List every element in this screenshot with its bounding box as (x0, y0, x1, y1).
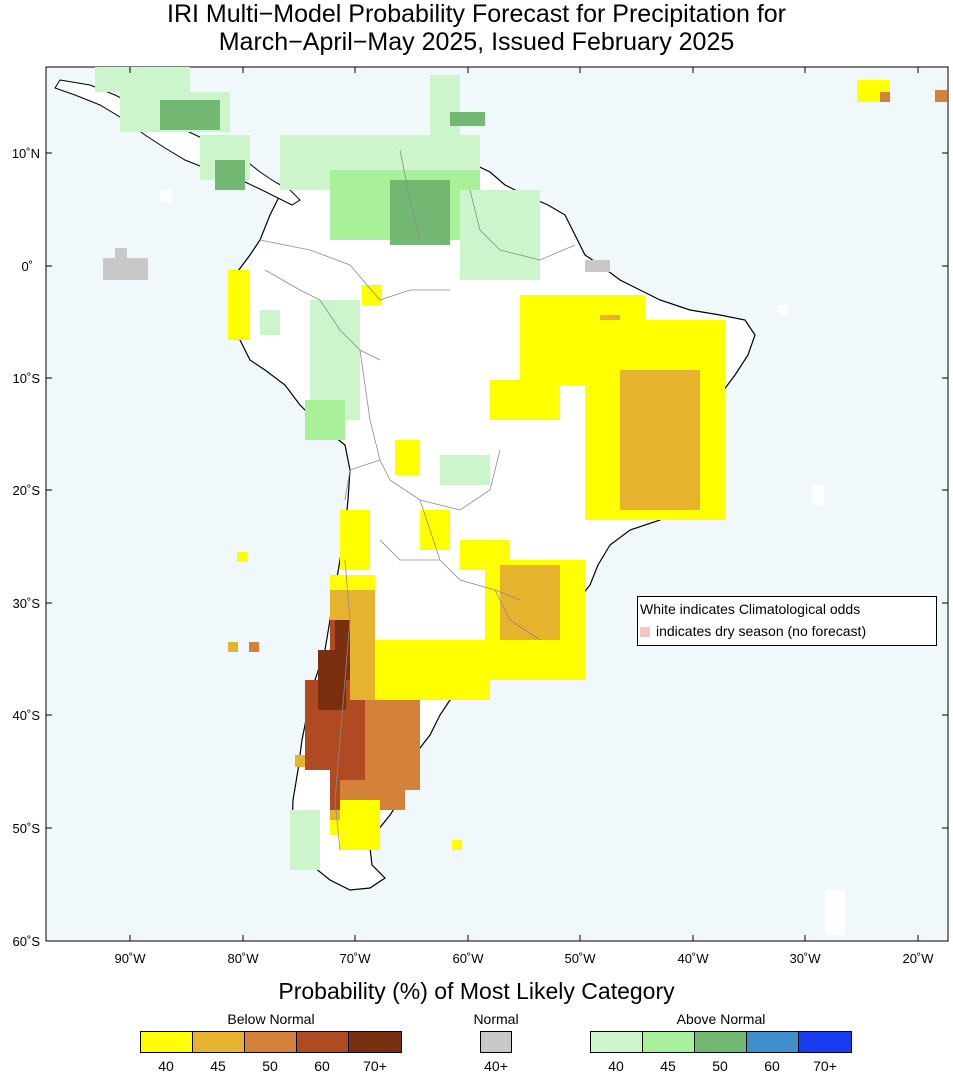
legend-below-label: Below Normal (227, 1011, 315, 1027)
legend-above-tick: 40 (608, 1058, 624, 1074)
latitude-labels: 10˚N 0˚ 10˚S 20˚S 30˚S 40˚S 50˚S 60˚S (12, 146, 41, 949)
axis-ticks (46, 67, 948, 941)
lon-label: 50˚W (564, 951, 596, 966)
lon-label: 70˚W (339, 951, 371, 966)
lon-label: 90˚W (114, 951, 146, 966)
lat-label: 20˚S (13, 483, 41, 498)
dry-season-swatch (640, 627, 650, 637)
lon-label: 20˚W (902, 951, 934, 966)
lat-label: 50˚S (13, 821, 41, 836)
note-climatology: White indicates Climatological odds (640, 601, 861, 617)
note-dry-season-text: indicates dry season (no forecast) (656, 623, 867, 639)
legend-above-tick: 60 (764, 1058, 780, 1074)
lon-label: 80˚W (227, 951, 259, 966)
lon-label: 60˚W (452, 951, 484, 966)
lat-label: 0˚ (21, 259, 33, 274)
forecast-map: 10˚N 0˚ 10˚S 20˚S 30˚S 40˚S 50˚S 60˚S 90… (12, 66, 949, 966)
country-borders (259, 149, 576, 851)
legend-below-swatch-70 (348, 1031, 402, 1053)
legend-normal-swatch (480, 1031, 512, 1053)
lon-label: 40˚W (677, 951, 709, 966)
legend-below-tick: 40 (158, 1058, 174, 1074)
legend-title: Probability (%) of Most Likely Category (278, 978, 675, 1004)
lat-label: 60˚S (13, 934, 41, 949)
legend-above-label: Above Normal (676, 1011, 766, 1027)
legend-below-swatch-60 (296, 1031, 349, 1053)
above-normal-cells (95, 67, 540, 870)
legend-above-swatch-50 (694, 1031, 747, 1053)
legend-below-swatch-45 (192, 1031, 245, 1053)
below-normal-cells (228, 80, 947, 850)
lat-label: 10˚S (13, 371, 41, 386)
lon-label: 30˚W (789, 951, 821, 966)
legend-above-tick: 70+ (813, 1058, 837, 1074)
climatology-cells (160, 190, 845, 935)
title-line-1: IRI Multi−Model Probability Forecast for… (167, 0, 786, 28)
legend-normal-label: Normal (473, 1011, 519, 1027)
legend-below-tick: 50 (262, 1058, 278, 1074)
title-line-2: March−April−May 2025, Issued February 20… (218, 28, 735, 56)
normal-cells (103, 248, 610, 280)
legend-above-tick: 50 (712, 1058, 728, 1074)
lat-label: 30˚S (13, 596, 41, 611)
legend-above-swatch-70 (798, 1031, 852, 1053)
longitude-labels: 90˚W 80˚W 70˚W 60˚W 50˚W 40˚W 30˚W 20˚W (114, 951, 934, 966)
map-note-box: White indicates Climatological odds indi… (637, 596, 937, 646)
legend-below-swatch-50 (244, 1031, 297, 1053)
lat-label: 40˚S (13, 708, 41, 723)
legend-below-tick: 60 (314, 1058, 330, 1074)
legend-above-tick: 45 (660, 1058, 676, 1074)
lat-label: 10˚N (12, 146, 40, 161)
legend-below-swatch-40 (140, 1031, 193, 1053)
legend-above-swatch-45 (642, 1031, 695, 1053)
legend-below-tick: 45 (210, 1058, 226, 1074)
legend-normal-tick: 40+ (484, 1058, 508, 1074)
legend-above-swatch-40 (590, 1031, 643, 1053)
note-dry-season: indicates dry season (no forecast) (640, 623, 866, 639)
legend-below-tick: 70+ (363, 1058, 387, 1074)
legend-above-swatch-60 (746, 1031, 799, 1053)
